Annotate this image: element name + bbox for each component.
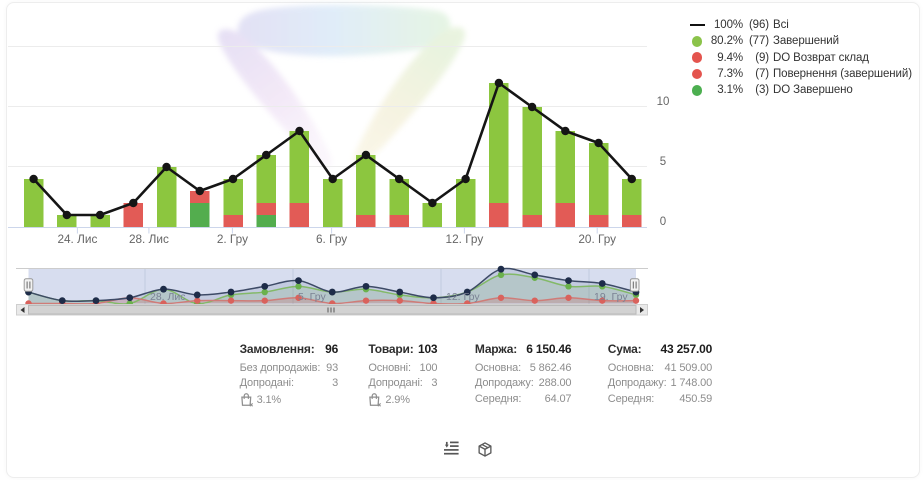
svg-text:28. Лис: 28. Лис bbox=[129, 232, 169, 246]
svg-text:10: 10 bbox=[657, 96, 670, 108]
svg-text:19. Гру: 19. Гру bbox=[594, 291, 628, 303]
svg-text:28. Лис: 28. Лис bbox=[150, 291, 186, 303]
svg-text:12. Гру: 12. Гру bbox=[446, 232, 484, 246]
svg-text:12. Гру: 12. Гру bbox=[446, 291, 480, 303]
svg-text:0: 0 bbox=[660, 216, 666, 228]
svg-text:5. Гру: 5. Гру bbox=[298, 291, 326, 303]
svg-text:24. Лис: 24. Лис bbox=[57, 232, 97, 246]
svg-text:2. Гру: 2. Гру bbox=[217, 232, 248, 246]
svg-text:20. Гру: 20. Гру bbox=[578, 232, 616, 246]
svg-text:6. Гру: 6. Гру bbox=[316, 232, 347, 246]
svg-text:5: 5 bbox=[660, 156, 666, 168]
